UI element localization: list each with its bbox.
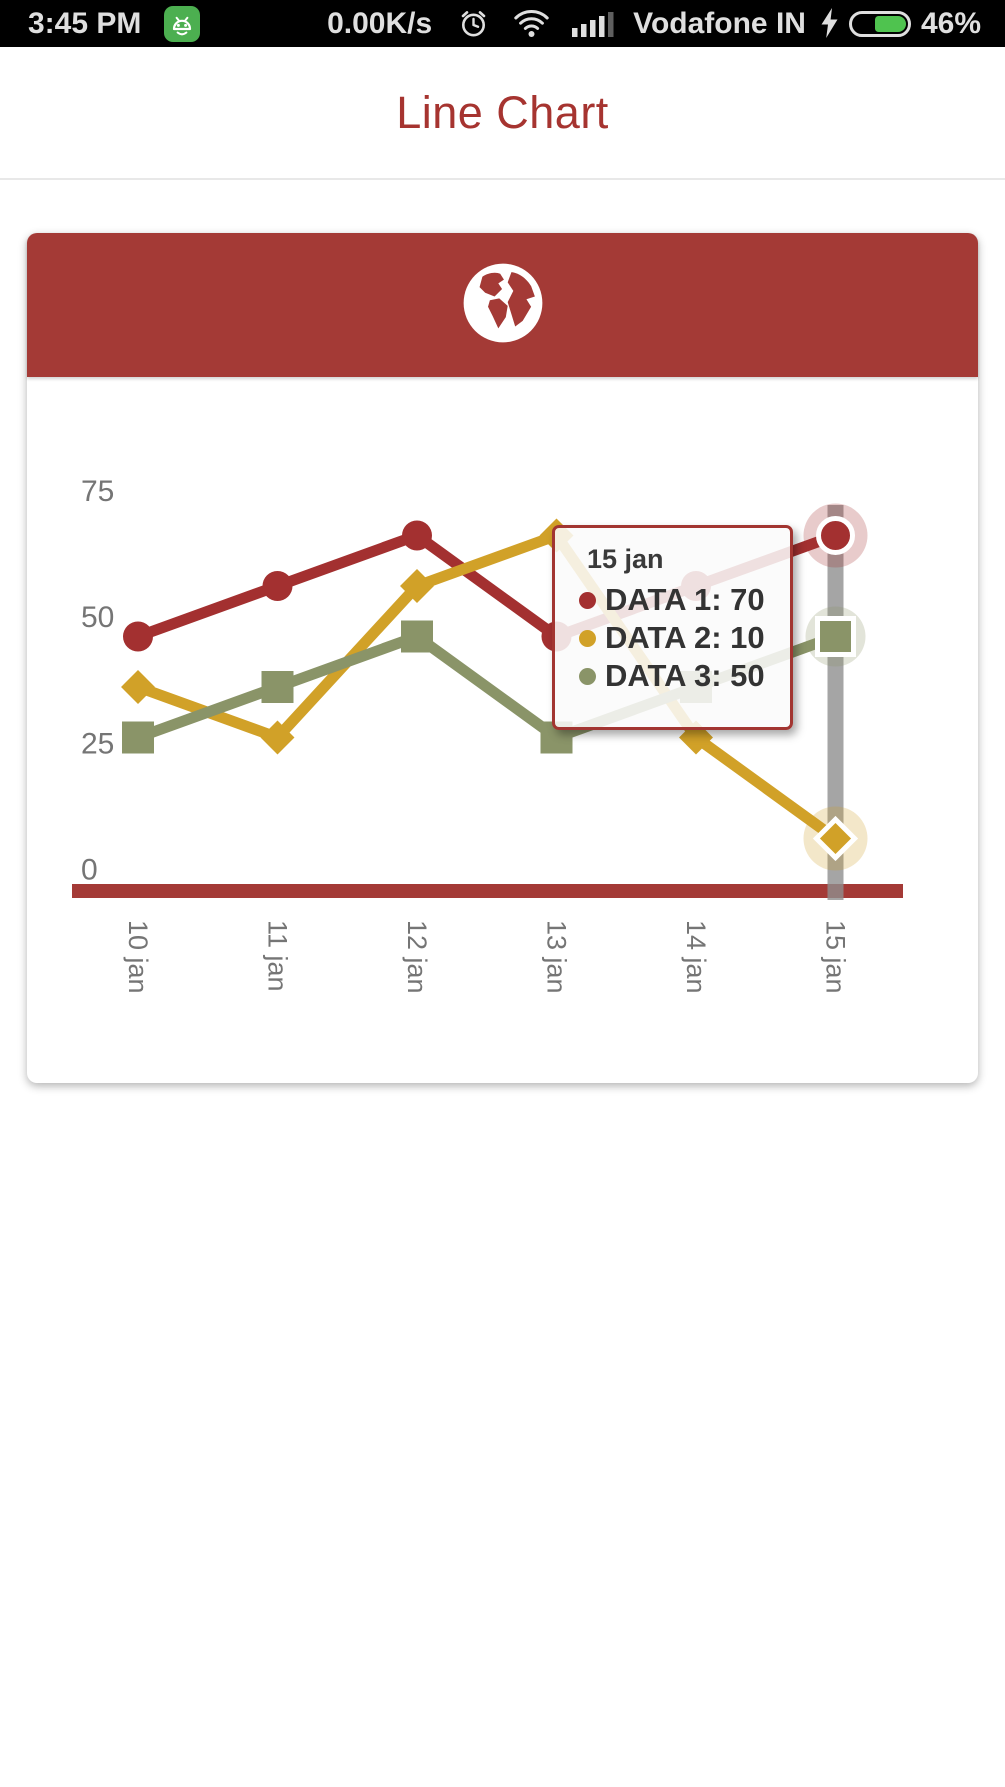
battery-percent: 46% bbox=[920, 7, 981, 40]
alarm-icon bbox=[458, 8, 489, 39]
series-bullet bbox=[579, 629, 596, 647]
line-chart: 0 25 50 75 10 jan 11 jan 12 jan 13 jan 14 jan 15 … bbox=[27, 377, 978, 1083]
battery-icon bbox=[848, 10, 911, 37]
network-speed: 0.00K/s bbox=[327, 7, 433, 40]
y-axis-label: 0 bbox=[81, 854, 98, 887]
title-bar: Line Chart bbox=[0, 47, 1005, 180]
y-axis-label: 75 bbox=[81, 475, 114, 508]
card-header bbox=[27, 233, 978, 377]
data-point-data-1[interactable] bbox=[262, 571, 293, 601]
tooltip-row: DATA 2: 10 bbox=[579, 619, 780, 657]
tooltip-row: DATA 3: 50 bbox=[579, 657, 780, 695]
page-title: Line Chart bbox=[396, 86, 609, 138]
tooltip-row-label: DATA 2: 10 bbox=[605, 620, 765, 655]
data-point-data-2[interactable] bbox=[121, 670, 155, 704]
y-axis-label: 50 bbox=[81, 601, 114, 634]
wifi-icon bbox=[513, 9, 550, 38]
x-axis-baseline bbox=[72, 884, 903, 898]
data-point-data-3[interactable] bbox=[401, 620, 433, 653]
series-bullet bbox=[579, 591, 596, 609]
y-axis-label: 25 bbox=[81, 727, 114, 760]
data-point-data-1[interactable] bbox=[123, 621, 153, 652]
chart-tooltip: 15 jan DATA 1: 70 DATA 2: 10 DATA 3: 50 bbox=[552, 525, 793, 730]
data-point-data-1[interactable] bbox=[816, 516, 855, 555]
x-axis-label: 13 jan bbox=[542, 920, 572, 994]
data-point-data-3[interactable] bbox=[815, 616, 856, 657]
tooltip-rows: DATA 1: 70 DATA 2: 10 DATA 3: 50 bbox=[579, 581, 780, 695]
data-point-data-2[interactable] bbox=[812, 815, 859, 862]
tooltip-title: 15 jan bbox=[587, 544, 664, 574]
x-axis-label: 11 jan bbox=[263, 920, 293, 992]
flash-icon bbox=[820, 8, 839, 39]
series-line-data-2 bbox=[132, 530, 841, 844]
data-point-data-1[interactable] bbox=[402, 520, 432, 551]
clock: 3:45 PM bbox=[28, 7, 142, 40]
highlight-column bbox=[827, 505, 844, 900]
tooltip-row-label: DATA 1: 70 bbox=[605, 582, 765, 617]
signal-icon bbox=[572, 9, 615, 38]
x-axis-label: 15 jan bbox=[821, 920, 851, 994]
status-bar: 3:45 PM 0.00K/s bbox=[0, 0, 1005, 47]
x-axis-label: 12 jan bbox=[402, 920, 432, 994]
x-axis-label: 14 jan bbox=[681, 920, 711, 994]
globe-icon bbox=[458, 258, 548, 353]
chart-card: 0 25 50 75 10 jan 11 jan 12 jan 13 jan 14 jan 15 … bbox=[27, 233, 978, 1083]
tooltip-row: DATA 1: 70 bbox=[579, 581, 780, 619]
carrier-label: Vodafone IN bbox=[633, 7, 806, 40]
data-point-data-3[interactable] bbox=[261, 671, 294, 703]
x-axis-label: 10 jan bbox=[123, 920, 153, 994]
series-bullet bbox=[579, 667, 596, 685]
android-icon bbox=[163, 5, 201, 43]
tooltip-row-label: DATA 3: 50 bbox=[605, 658, 765, 693]
data-point-data-3[interactable] bbox=[122, 721, 154, 754]
